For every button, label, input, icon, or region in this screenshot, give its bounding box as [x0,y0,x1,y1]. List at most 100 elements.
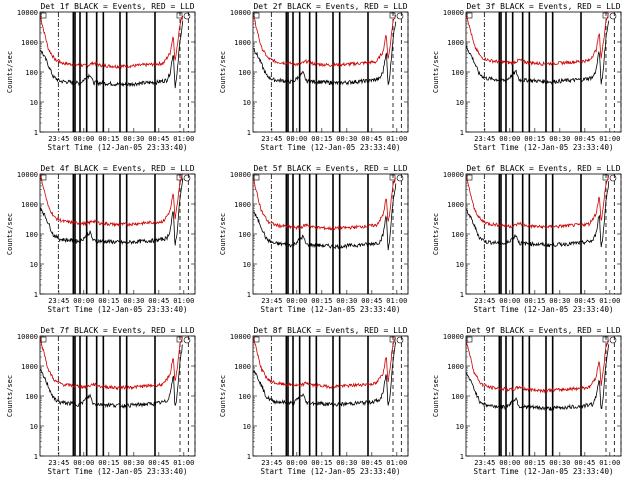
y-tick-label: 1 [247,453,251,461]
x-tick-label: 00:30 [336,297,357,305]
x-tick-label: 00:15 [98,459,119,467]
corner-marker [396,12,404,20]
x-tick-label: 00:15 [98,297,119,305]
y-axis-label: Counts/sec [432,51,440,93]
panel-title: Det 6f BLACK = Events, RED = LLD [466,164,620,173]
corner-marker [609,174,617,182]
x-tick-label: 01:00 [386,135,407,143]
y-tick-label: 10000 [230,171,251,179]
x-tick-label: 00:45 [361,297,382,305]
x-tick-label: 00:45 [361,135,382,143]
y-tick-label: 100 [25,69,38,77]
y-tick-label: 1 [34,453,38,461]
x-tick-label: 00:00 [73,459,94,467]
x-tick-label: 00:00 [286,135,307,143]
plot-frame [252,335,409,457]
x-tick-label: 01:00 [386,459,407,467]
x-axis-label: Start Time (12-Jan-05 23:33:40) [261,467,401,476]
x-tick-label: 23:45 [261,459,282,467]
panel-title: Det 9f BLACK = Events, RED = LLD [466,326,620,335]
series-events-line [253,183,397,251]
x-tick-label: 00:30 [336,135,357,143]
y-tick-label: 100 [25,231,38,239]
x-tick-label: 23:45 [261,297,282,305]
y-tick-label: 10000 [443,171,464,179]
x-tick-label: 00:15 [524,135,545,143]
corner-marker [40,12,47,19]
corner-marker [609,12,617,20]
x-tick-label: 00:00 [73,297,94,305]
x-tick-label: 01:00 [173,459,194,467]
series-events-line [466,181,610,248]
y-axis-label: Counts/sec [432,375,440,417]
y-tick-label: 10 [243,423,251,431]
y-axis-label: Counts/sec [219,51,227,93]
corner-marker [396,336,404,344]
y-axis-label: Counts/sec [6,375,14,417]
panel-title: Det 7f BLACK = Events, RED = LLD [40,326,194,335]
x-tick-label: 01:00 [599,459,620,467]
x-tick-label: 00:00 [73,135,94,143]
x-tick-label: 00:45 [148,459,169,467]
x-tick-label: 01:00 [173,297,194,305]
y-tick-label: 10 [243,99,251,107]
corner-marker [466,174,473,181]
x-tick-label: 00:30 [123,135,144,143]
y-tick-label: 100 [451,69,464,77]
x-tick-label: 00:00 [286,459,307,467]
y-tick-label: 10 [456,423,464,431]
x-tick-label: 00:30 [549,297,570,305]
y-tick-label: 100 [238,69,251,77]
series-events-line [253,342,397,408]
x-axis-label: Start Time (12-Jan-05 23:33:40) [48,305,188,314]
y-tick-label: 1000 [234,39,251,47]
y-tick-label: 10 [30,261,38,269]
panel-title: Det 2f BLACK = Events, RED = LLD [253,2,407,11]
x-axis-label: Start Time (12-Jan-05 23:33:40) [261,305,401,314]
corner-marker [466,336,473,343]
y-tick-label: 10 [456,99,464,107]
x-tick-label: 00:45 [574,297,595,305]
series-lld-line [40,173,184,228]
y-tick-label: 10000 [17,9,38,17]
x-tick-label: 00:15 [524,459,545,467]
y-tick-label: 1000 [447,201,464,209]
corner-marker [609,336,617,344]
corner-marker [389,174,396,181]
y-tick-label: 1000 [234,201,251,209]
y-tick-label: 10000 [230,333,251,341]
y-axis-label: Counts/sec [6,51,14,93]
x-tick-label: 00:45 [361,459,382,467]
corner-marker [389,12,396,19]
x-tick-label: 00:00 [499,135,520,143]
x-tick-label: 00:00 [286,297,307,305]
corner-marker [176,12,183,19]
x-tick-label: 00:15 [311,135,332,143]
x-tick-label: 23:45 [261,135,282,143]
series-events-line [253,21,397,86]
panel-8: Det 8f BLACK = Events, RED = LLD 1 10 100 10… [219,326,409,476]
y-tick-label: 1000 [21,363,38,371]
corner-marker [602,336,609,343]
plot-frame [39,335,196,457]
y-tick-label: 1000 [21,39,38,47]
y-tick-label: 1 [247,291,251,299]
x-tick-label: 00:45 [574,135,595,143]
x-tick-label: 00:30 [123,459,144,467]
series-lld-line [253,336,397,390]
series-lld-line [253,14,397,68]
series-lld-line [40,15,184,70]
y-tick-label: 10000 [230,9,251,17]
corner-marker [183,174,191,182]
y-tick-label: 10 [30,423,38,431]
corner-marker [176,174,183,181]
y-tick-label: 10000 [17,333,38,341]
plot-frame [252,11,409,133]
series-lld-line [40,336,183,391]
series-events-line [40,20,184,89]
y-tick-label: 100 [451,393,464,401]
panel-title: Det 4f BLACK = Events, RED = LLD [40,164,194,173]
series-events-line [466,20,610,85]
y-axis-label: Counts/sec [6,213,14,255]
